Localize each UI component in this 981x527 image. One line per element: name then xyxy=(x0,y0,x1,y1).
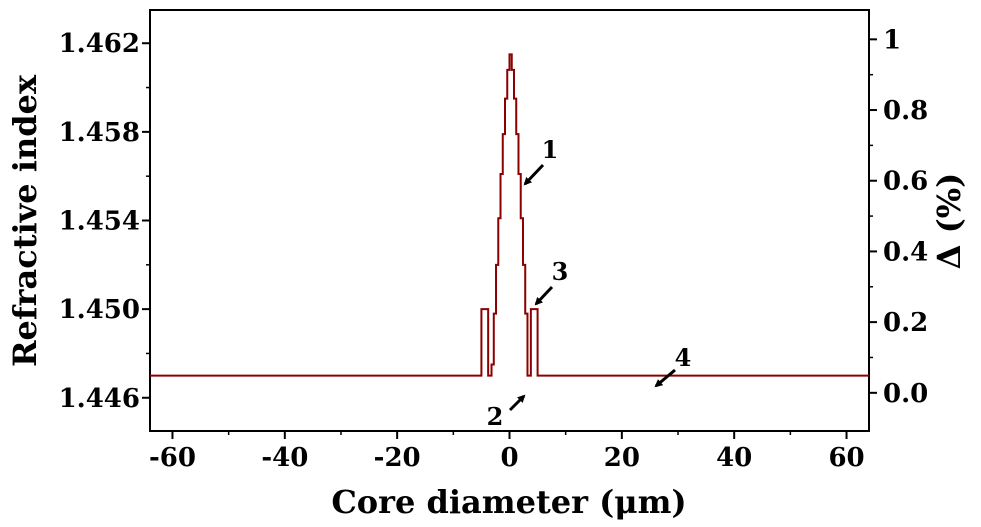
x-tick-label: -40 xyxy=(261,443,308,473)
x-tick-label: 20 xyxy=(604,443,640,473)
annotation-label: 1 xyxy=(542,135,559,164)
annotation-arrow xyxy=(534,285,554,306)
y-left-tick-label: 1.458 xyxy=(59,118,140,148)
x-tick-label: -60 xyxy=(149,443,196,473)
refractive-index-profile-line xyxy=(150,53,869,377)
y-axis-right: 0.0 0.2 0.4 0.6 0.8 1 xyxy=(869,25,928,409)
y-right-tick-label: 0.0 xyxy=(883,379,928,409)
y-left-tick-label: 1.454 xyxy=(59,207,140,237)
x-tick-label: 40 xyxy=(716,443,752,473)
annotation-arrow xyxy=(523,163,545,186)
annotation-label: 4 xyxy=(675,343,692,372)
x-tick-label: 60 xyxy=(828,443,864,473)
x-tick-label: 0 xyxy=(500,443,518,473)
y-right-tick-label: 0.8 xyxy=(883,96,928,126)
y-right-tick-label: 0.4 xyxy=(883,237,928,267)
y-axis-left: 1.446 1.450 1.454 1.458 1.462 xyxy=(59,29,150,414)
plot-frame xyxy=(149,9,870,432)
annotation-label: 3 xyxy=(552,257,569,286)
y-left-tick-label: 1.446 xyxy=(59,384,140,414)
y-right-tick-label: 1 xyxy=(883,25,901,55)
y-axis-left-label: Refractive index xyxy=(6,74,44,367)
y-right-tick-label: 0.6 xyxy=(883,167,928,197)
y-axis-right-label: Δ (%) xyxy=(930,173,968,270)
annotation-arrow xyxy=(508,394,526,412)
annotation-label: 2 xyxy=(487,402,504,431)
x-axis: -60 -40 -20 0 20 40 60 xyxy=(149,431,865,473)
y-left-tick-label: 1.462 xyxy=(59,29,140,59)
annotation-arrow xyxy=(654,368,676,388)
annotations: 1 2 3 4 xyxy=(487,135,692,431)
y-right-tick-label: 0.2 xyxy=(883,308,928,338)
y-left-tick-label: 1.450 xyxy=(59,295,140,325)
x-axis-label: Core diameter (μm) xyxy=(331,483,686,521)
x-tick-label: -20 xyxy=(374,443,421,473)
